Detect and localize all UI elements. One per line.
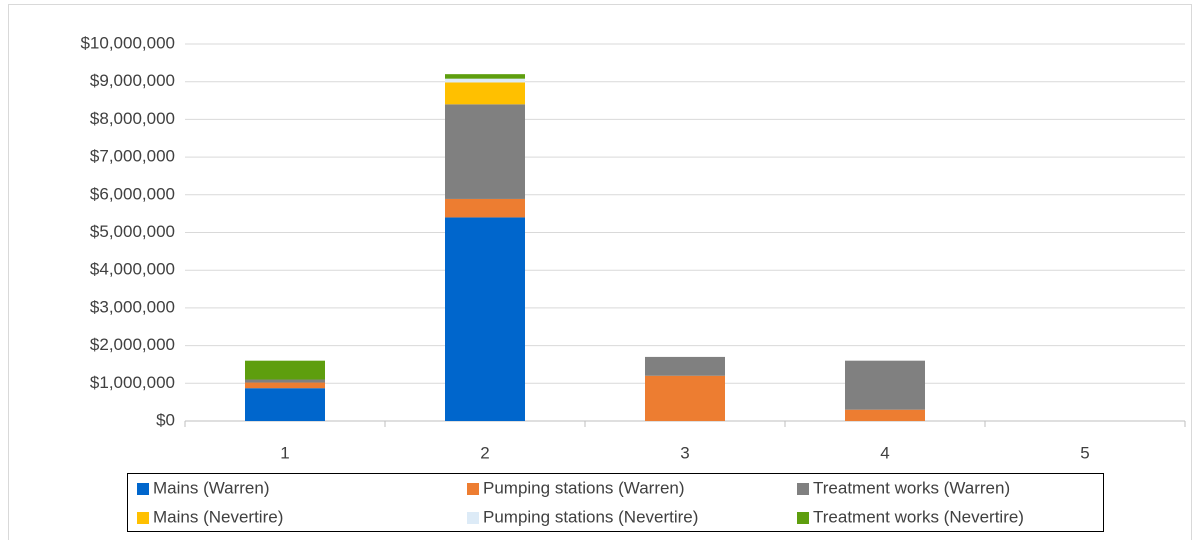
legend-label: Mains (Nevertire) <box>153 507 283 526</box>
bar-segment <box>445 74 525 79</box>
y-tick-label: $0 <box>156 410 175 429</box>
bar-segment <box>845 409 925 421</box>
bar-segment <box>445 104 525 199</box>
bar-segment <box>445 217 525 421</box>
x-tick-label: 2 <box>480 443 489 462</box>
legend-label: Treatment works (Warren) <box>813 478 1010 497</box>
bar-segment <box>245 382 325 389</box>
legend-swatch <box>137 512 149 524</box>
bar-segment <box>645 375 725 421</box>
y-tick-label: $1,000,000 <box>90 373 175 392</box>
legend-swatch <box>467 483 479 495</box>
y-tick-label: $9,000,000 <box>90 71 175 90</box>
y-tick-label: $3,000,000 <box>90 297 175 316</box>
bar-segment <box>445 82 525 105</box>
y-tick-label: $2,000,000 <box>90 335 175 354</box>
legend-label: Pumping stations (Nevertire) <box>483 507 698 526</box>
y-tick-label: $4,000,000 <box>90 260 175 279</box>
legend-label: Pumping stations (Warren) <box>483 478 685 497</box>
legend-label: Mains (Warren) <box>153 478 270 497</box>
y-tick-label: $8,000,000 <box>90 109 175 128</box>
legend-swatch <box>467 512 479 524</box>
bar-segment <box>245 379 325 383</box>
legend-swatch <box>797 512 809 524</box>
x-tick-label: 1 <box>280 443 289 462</box>
legend-label: Treatment works (Nevertire) <box>813 507 1024 526</box>
chart-frame <box>8 4 1192 540</box>
bar-segment <box>645 356 725 376</box>
bar-segment <box>445 78 525 83</box>
x-tick-label: 4 <box>880 443 889 462</box>
y-tick-label: $6,000,000 <box>90 184 175 203</box>
legend-box <box>127 473 1104 532</box>
y-tick-label: $7,000,000 <box>90 147 175 166</box>
bar-segment <box>445 198 525 218</box>
x-tick-label: 3 <box>680 443 689 462</box>
y-tick-label: $5,000,000 <box>90 222 175 241</box>
bar-segment <box>245 388 325 421</box>
bar-segment <box>845 360 925 410</box>
y-tick-label: $10,000,000 <box>80 33 175 52</box>
legend-swatch <box>797 483 809 495</box>
legend-swatch <box>137 483 149 495</box>
x-tick-label: 5 <box>1080 443 1089 462</box>
bar-segment <box>245 360 325 380</box>
